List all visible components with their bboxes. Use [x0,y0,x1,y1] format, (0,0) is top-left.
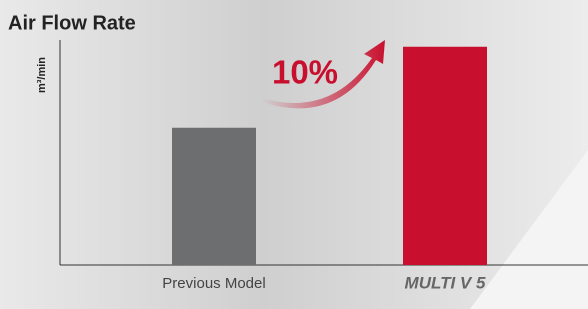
chart-title: Air Flow Rate [8,12,136,34]
background [0,0,588,309]
x-tick-label: MULTI V 5 [405,273,486,292]
x-tick-label: Previous Model [162,275,265,292]
y-axis-label: m³/min [36,57,48,93]
chart: Air Flow Rate m³/min 10% Previous Model M… [0,0,588,309]
bar [403,47,487,265]
page: Air Flow Rate m³/min 10% Previous Model M… [0,0,588,309]
annotation: 10% [272,54,338,91]
bar [172,128,256,265]
